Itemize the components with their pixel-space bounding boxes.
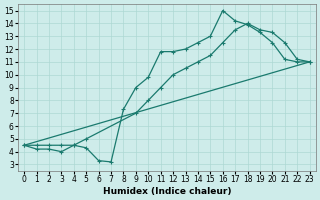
X-axis label: Humidex (Indice chaleur): Humidex (Indice chaleur) <box>103 187 231 196</box>
